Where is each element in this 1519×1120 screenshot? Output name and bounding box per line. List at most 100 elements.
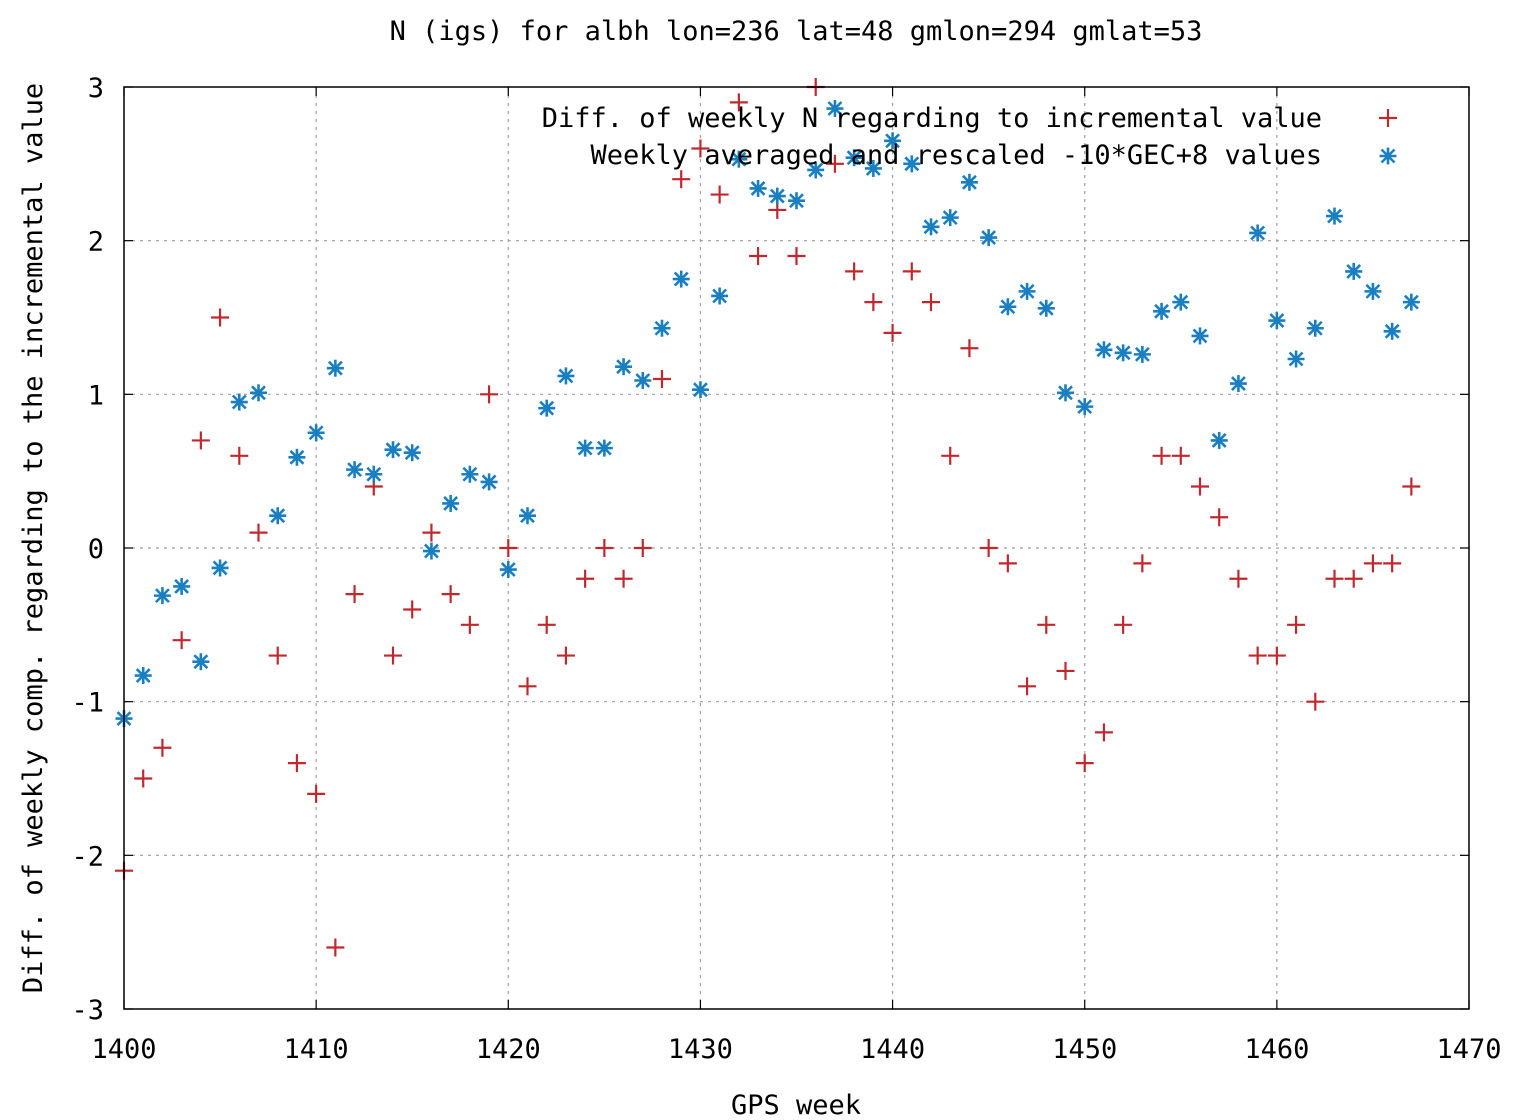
data-point	[922, 293, 940, 312]
data-point	[1018, 282, 1036, 300]
data-point	[633, 539, 652, 557]
data-point	[249, 523, 268, 542]
data-point	[711, 287, 729, 305]
data-point	[268, 646, 287, 665]
data-point	[922, 218, 940, 236]
y-tick-label: 1	[88, 380, 104, 411]
data-point	[230, 393, 248, 411]
data-point	[710, 185, 729, 204]
x-tick-label: 1440	[860, 1034, 925, 1065]
data-point	[1229, 569, 1248, 588]
data-point	[1326, 207, 1343, 225]
data-point	[941, 446, 960, 465]
data-point	[250, 384, 267, 402]
data-point	[499, 561, 517, 579]
x-tick-label: 1420	[476, 1034, 541, 1065]
data-point	[1344, 569, 1363, 588]
y-tick-label: 2	[88, 227, 104, 258]
data-point	[903, 155, 921, 173]
plot-frame	[123, 86, 1470, 1010]
data-point	[1363, 554, 1382, 573]
x-tick-labels: 1400 1410 1420 1430 1440 1450 1460 1470	[91, 1034, 1501, 1065]
data-point	[519, 507, 536, 525]
data-point	[173, 577, 191, 595]
data-point	[653, 369, 671, 388]
x-tick-label: 1460	[1244, 1034, 1309, 1065]
data-point	[172, 631, 191, 650]
data-point	[1057, 384, 1074, 402]
data-point	[864, 293, 883, 312]
data-point	[1133, 345, 1151, 363]
data-point	[1383, 554, 1402, 573]
data-point	[365, 465, 383, 483]
data-point	[979, 539, 998, 557]
data-point	[1152, 446, 1171, 465]
data-point	[153, 738, 172, 757]
data-point	[1306, 692, 1325, 711]
data-point	[403, 600, 422, 619]
data-point	[1037, 615, 1056, 634]
data-point	[672, 270, 690, 288]
data-point	[422, 542, 440, 560]
data-point	[1248, 646, 1267, 665]
data-point	[230, 446, 249, 465]
data-point	[807, 161, 825, 179]
data-point	[1345, 262, 1363, 280]
data-point	[326, 938, 345, 957]
data-point	[134, 769, 153, 788]
chart-title: N (igs) for albh lon=236 lat=48 gmlon=29…	[390, 16, 1203, 47]
data-point	[941, 209, 959, 227]
data-point	[537, 615, 556, 634]
data-point	[442, 494, 460, 512]
data-point	[1114, 615, 1133, 634]
data-point	[691, 139, 710, 158]
data-point	[556, 646, 575, 665]
data-point	[595, 439, 613, 457]
data-point	[595, 539, 614, 557]
data-point	[538, 399, 556, 417]
data-point	[884, 132, 902, 150]
data-point	[1287, 615, 1306, 634]
x-tick-label: 1400	[91, 1034, 156, 1065]
series-2	[115, 100, 1420, 728]
series-1	[115, 78, 1421, 957]
y-tick-label: 0	[88, 534, 104, 565]
data-point	[1191, 327, 1209, 345]
data-point	[1306, 319, 1324, 337]
data-point	[307, 784, 326, 803]
x-tick-label: 1450	[1052, 1034, 1117, 1065]
data-point	[345, 585, 364, 604]
legend-marker-series-2	[1379, 147, 1397, 165]
data-point	[1153, 302, 1171, 320]
data-point	[826, 100, 844, 118]
data-point	[653, 319, 671, 337]
data-point	[1114, 344, 1132, 362]
data-point	[614, 569, 633, 588]
data-point	[326, 359, 344, 377]
data-point	[729, 93, 748, 112]
x-tick-label: 1430	[668, 1034, 733, 1065]
data-point	[499, 539, 518, 557]
data-point	[1133, 554, 1152, 573]
data-point	[1249, 224, 1267, 242]
data-point	[211, 308, 230, 327]
x-tick-label: 1470	[1436, 1034, 1501, 1065]
data-point	[441, 585, 460, 604]
data-point	[615, 358, 633, 376]
data-point	[384, 646, 402, 665]
data-point	[211, 559, 229, 577]
data-point	[845, 149, 863, 167]
data-point	[883, 323, 902, 342]
data-point	[1095, 341, 1113, 359]
plot-series	[115, 78, 1421, 957]
data-point	[749, 179, 767, 197]
data-point	[960, 173, 978, 191]
data-point	[576, 439, 594, 457]
data-point	[191, 431, 210, 450]
data-point	[634, 372, 652, 390]
data-point	[1402, 477, 1421, 496]
data-point	[1037, 299, 1055, 317]
data-point	[960, 339, 979, 358]
data-point	[749, 247, 768, 266]
